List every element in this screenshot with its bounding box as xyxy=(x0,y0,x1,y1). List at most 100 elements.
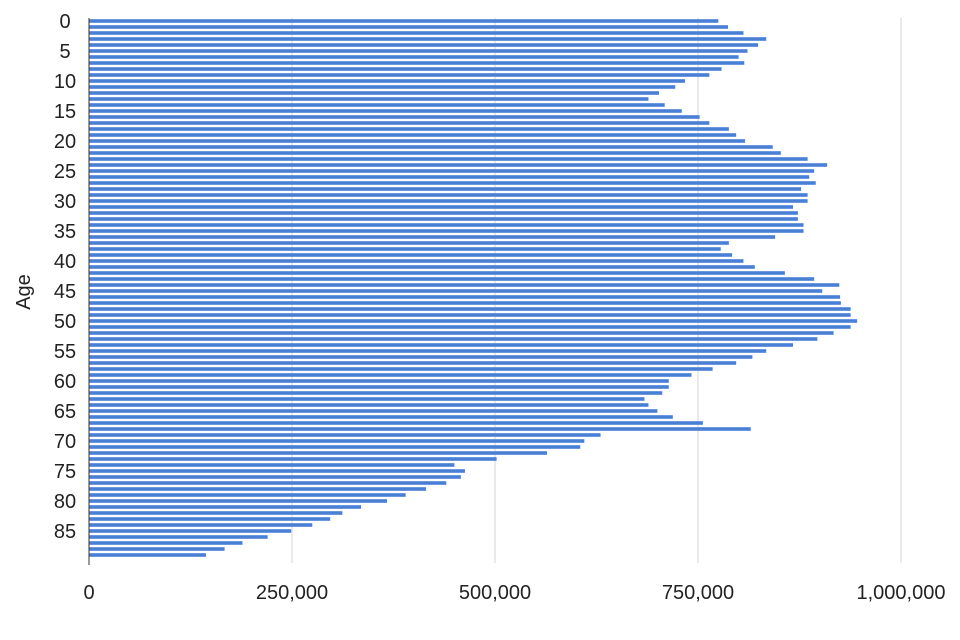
bar-age-86 xyxy=(89,535,268,539)
bar-age-60 xyxy=(89,379,669,383)
bar-age-45 xyxy=(89,289,823,293)
bar-age-4 xyxy=(89,43,759,47)
bar-age-61 xyxy=(89,385,669,389)
bar-age-62 xyxy=(89,391,663,395)
bar-age-9 xyxy=(89,73,710,77)
x-tick-label: 500,000 xyxy=(459,582,531,604)
y-tick-label: 45 xyxy=(54,281,76,303)
bar-age-73 xyxy=(89,457,497,461)
bar-age-27 xyxy=(89,181,816,185)
bar-age-80 xyxy=(89,499,387,503)
bar-age-47 xyxy=(89,301,841,305)
y-tick-label: 25 xyxy=(54,161,76,183)
y-tick-label: 60 xyxy=(54,371,76,393)
bar-age-55 xyxy=(89,349,767,353)
bar-age-43 xyxy=(89,277,815,281)
bar-age-82 xyxy=(89,511,343,515)
bar-age-17 xyxy=(89,121,710,125)
bar-age-39 xyxy=(89,253,733,257)
bar-age-20 xyxy=(89,139,746,143)
y-tick-label: 15 xyxy=(54,101,76,123)
bar-age-83 xyxy=(89,517,331,521)
bar-age-85 xyxy=(89,529,292,533)
bar-age-81 xyxy=(89,505,362,509)
x-tick-label: 1,000,000 xyxy=(857,582,946,604)
y-tick-labels: 0 5 10 15 20 25 30 35 40 45 50 55 60 65 70 75 80 85 xyxy=(54,11,76,543)
y-tick-label: 35 xyxy=(54,221,76,243)
bar-age-2 xyxy=(89,31,744,35)
bar-age-64 xyxy=(89,403,649,407)
bar-age-72 xyxy=(89,451,547,455)
bar-age-78 xyxy=(89,487,426,491)
y-tick-label: 75 xyxy=(54,461,76,483)
bar-age-41 xyxy=(89,265,755,269)
bar-age-14 xyxy=(89,103,665,107)
bar-age-13 xyxy=(89,97,649,101)
x-tick-label: 250,000 xyxy=(256,582,328,604)
bar-age-7 xyxy=(89,61,745,65)
bar-age-29 xyxy=(89,193,808,197)
bar-age-65 xyxy=(89,409,658,413)
bar-age-12 xyxy=(89,91,660,95)
bar-age-54 xyxy=(89,343,793,347)
x-tick-label: 750,000 xyxy=(662,582,734,604)
bar-age-40 xyxy=(89,259,744,263)
bar-age-75 xyxy=(89,469,465,473)
bar-age-28 xyxy=(89,187,802,191)
y-tick-label: 0 xyxy=(59,11,70,33)
bar-age-46 xyxy=(89,295,841,299)
bar-age-23 xyxy=(89,157,808,161)
bar-age-3 xyxy=(89,37,767,41)
bar-age-30 xyxy=(89,199,808,203)
y-tick-label: 50 xyxy=(54,311,76,333)
bar-age-32 xyxy=(89,211,798,215)
y-tick-label: 40 xyxy=(54,251,76,273)
bar-age-74 xyxy=(89,463,455,467)
bar-age-34 xyxy=(89,223,804,227)
y-tick-label: 5 xyxy=(59,41,70,63)
x-tick-labels: 0 250,000 500,000 750,000 1,000,000 xyxy=(83,582,945,604)
bar-age-58 xyxy=(89,367,713,371)
y-tick-label: 85 xyxy=(54,521,76,543)
y-tick-label: 80 xyxy=(54,491,76,513)
bar-age-69 xyxy=(89,433,601,437)
bar-age-68 xyxy=(89,427,751,431)
bar-age-21 xyxy=(89,145,773,149)
bar-age-42 xyxy=(89,271,785,275)
bar-age-15 xyxy=(89,109,682,113)
bar-age-67 xyxy=(89,421,703,425)
bar-age-38 xyxy=(89,247,721,251)
bar-age-66 xyxy=(89,415,673,419)
x-tick-label: 0 xyxy=(83,582,94,604)
bar-age-6 xyxy=(89,55,739,59)
bar-age-35 xyxy=(89,229,804,233)
bar-age-70 xyxy=(89,439,585,443)
y-tick-label: 55 xyxy=(54,341,76,363)
bar-age-33 xyxy=(89,217,798,221)
bar-age-63 xyxy=(89,397,645,401)
bar-age-22 xyxy=(89,151,781,155)
bar-age-87 xyxy=(89,541,243,545)
bar-age-57 xyxy=(89,361,737,365)
y-tick-label: 30 xyxy=(54,191,76,213)
bar-age-25 xyxy=(89,169,815,173)
bar-age-50 xyxy=(89,319,858,323)
bar-age-18 xyxy=(89,127,729,131)
bar-age-5 xyxy=(89,49,748,53)
bar-age-37 xyxy=(89,241,729,245)
bar-age-16 xyxy=(89,115,700,119)
bar-age-11 xyxy=(89,85,676,89)
bar-age-79 xyxy=(89,493,406,497)
bar-age-52 xyxy=(89,331,834,335)
bar-age-26 xyxy=(89,175,810,179)
bar-age-1 xyxy=(89,25,729,29)
bars xyxy=(89,19,858,557)
bar-age-59 xyxy=(89,373,692,377)
bar-age-49 xyxy=(89,313,851,317)
bar-age-8 xyxy=(89,67,722,71)
y-tick-label: 10 xyxy=(54,71,76,93)
y-tick-label: 65 xyxy=(54,401,76,423)
bar-age-89 xyxy=(89,553,206,557)
bar-age-0 xyxy=(89,19,719,23)
